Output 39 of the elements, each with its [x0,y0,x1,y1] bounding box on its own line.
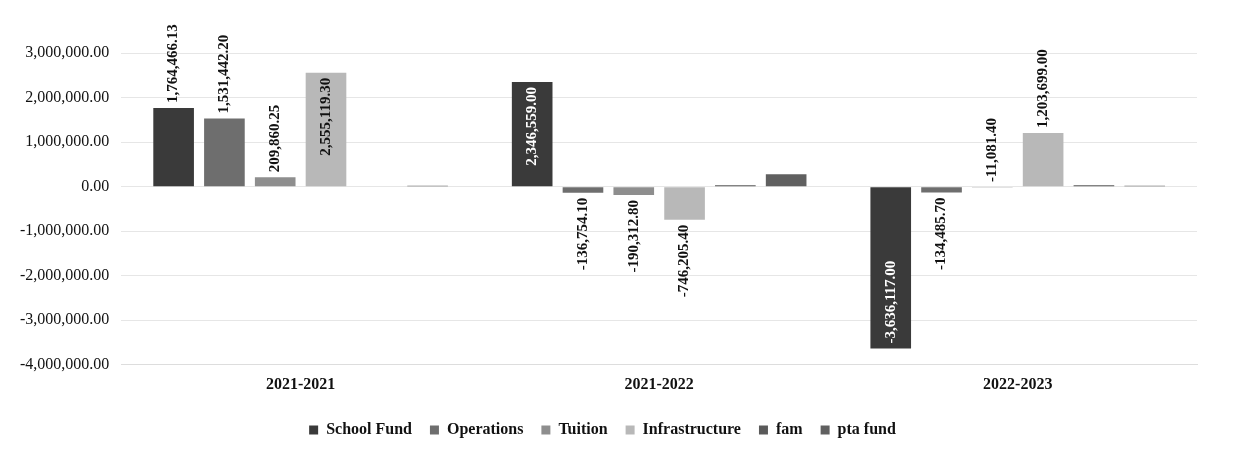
data-label: -190,312.80 [624,200,641,273]
data-label: 1,531,442.20 [215,34,232,114]
legend-label: Infrastructure [642,420,741,438]
x-tick-label: 2022-2023 [983,374,1053,392]
bar [204,118,245,187]
data-label: -11,081.40 [983,117,1000,183]
data-label: 2,346,559.00 [523,87,540,166]
bar [153,108,194,187]
bar [254,177,296,187]
data-label: 1,203,699.00 [1033,49,1050,129]
y-tick-label: 1,000,000.00 [25,132,110,150]
legend-label: School Fund [326,420,413,438]
data-label: 2,555,119.30 [316,77,333,156]
bar [921,187,962,193]
x-tick-label: 2021-2022 [624,374,694,392]
legend-label: fam [775,420,804,438]
y-tick-label: -3,000,000.00 [20,310,110,328]
y-tick-label: 2,000,000.00 [25,87,110,105]
bar [664,187,705,220]
y-tick-label: -2,000,000.00 [20,265,110,283]
legend-label: pta fund [837,420,896,439]
data-label: 1,764,466.13 [164,24,181,104]
data-label: -136,754.10 [573,197,590,271]
bar [613,187,655,196]
data-label: -746,205.40 [675,224,692,298]
data-label: 209,860.25 [266,104,283,173]
data-label: -134,485.70 [932,197,949,271]
y-tick-label: 0.00 [81,176,110,194]
data-label: -3,636,117.00 [881,260,898,344]
bar [1022,133,1064,187]
bar [562,187,604,193]
x-tick-label: 2021-2021 [265,374,336,392]
legend-label: Operations [446,420,524,439]
y-tick-label: -1,000,000.00 [20,221,110,239]
y-tick-label: 3,000,000.00 [25,43,110,61]
y-tick-label: -4,000,000.00 [20,355,110,372]
bar [765,174,807,187]
legend-label: Tuition [558,420,608,438]
bar [870,187,912,349]
